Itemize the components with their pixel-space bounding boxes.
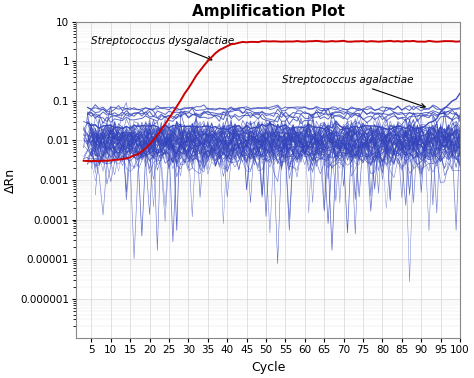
Title: Amplification Plot: Amplification Plot [191,4,345,19]
Y-axis label: ΔRn: ΔRn [4,167,17,192]
X-axis label: Cycle: Cycle [251,361,285,374]
Text: Streptococcus dysgalactiae: Streptococcus dysgalactiae [91,36,235,60]
Text: Streptococcus agalactiae: Streptococcus agalactiae [282,75,425,108]
